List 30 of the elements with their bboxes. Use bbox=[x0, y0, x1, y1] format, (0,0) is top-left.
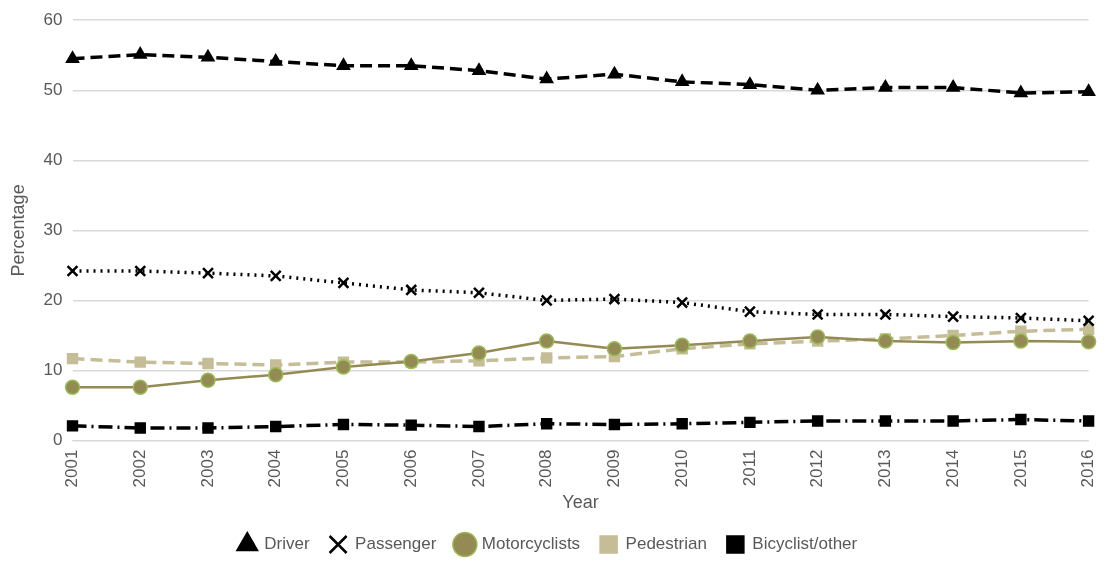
x-tick-label: 2008 bbox=[536, 449, 556, 488]
x-tick-label: 2013 bbox=[875, 449, 895, 488]
x-tick-label: 2004 bbox=[265, 449, 285, 488]
x-tick-label: 2011 bbox=[739, 449, 759, 487]
x-tick-label: 2006 bbox=[400, 449, 420, 488]
x-tick-label: 2012 bbox=[807, 449, 827, 488]
y-tick-label: 60 bbox=[43, 9, 63, 29]
x-tick-label: 2014 bbox=[942, 449, 962, 488]
legend-label: Driver bbox=[264, 534, 310, 554]
y-tick-label: 30 bbox=[43, 220, 63, 240]
x-tick-label: 2010 bbox=[671, 449, 691, 488]
x-axis-title: Year bbox=[562, 492, 599, 513]
y-tick-label: 20 bbox=[43, 290, 63, 310]
legend-label: Motorcyclists bbox=[481, 534, 581, 554]
x-tick-label: 2015 bbox=[1010, 449, 1030, 488]
y-tick-label: 40 bbox=[43, 150, 63, 170]
y-tick-label: 50 bbox=[43, 79, 63, 99]
x-tick-label: 2001 bbox=[62, 449, 82, 488]
legend-label: Bicyclist/other bbox=[752, 534, 858, 554]
legend-label: Passenger bbox=[355, 534, 437, 554]
x-tick-label: 2005 bbox=[333, 449, 353, 488]
y-tick-label: 10 bbox=[43, 360, 63, 380]
legend-label: Pedestrian bbox=[625, 534, 707, 554]
y-axis-title: Percentage bbox=[7, 184, 28, 277]
x-tick-label: 2007 bbox=[468, 449, 488, 488]
x-tick-label: 2016 bbox=[1078, 449, 1098, 488]
y-tick-label: 0 bbox=[53, 430, 63, 450]
x-tick-label: 2003 bbox=[197, 449, 217, 488]
x-tick-label: 2009 bbox=[604, 449, 624, 488]
x-tick-label: 2002 bbox=[129, 449, 149, 488]
